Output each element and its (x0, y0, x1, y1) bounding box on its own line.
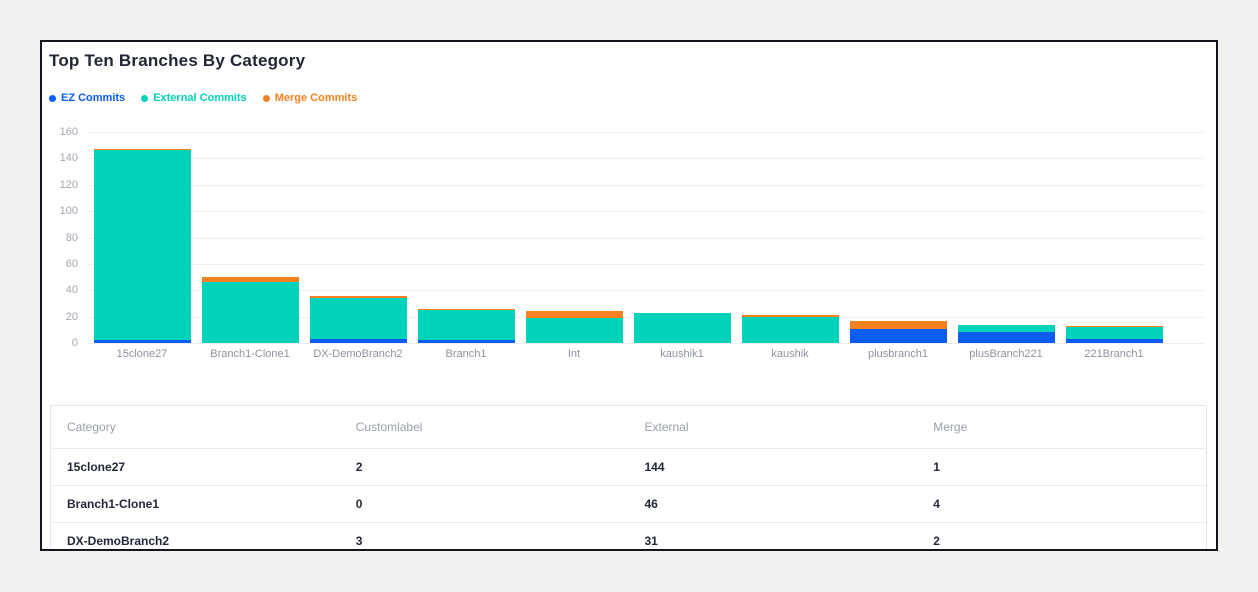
table-cell-value: 1 (917, 448, 1206, 486)
bar-segment-merge-commits[interactable] (741, 315, 839, 317)
gridline (88, 343, 1204, 344)
bar-segment-ez-commits[interactable] (957, 332, 1055, 343)
x-axis-category-label: plusBranch221 (969, 348, 1043, 360)
x-axis-category-label: 221Branch1 (1084, 348, 1144, 360)
gridline (88, 184, 1204, 186)
y-axis-tick-label: 20 (65, 310, 78, 323)
table-body: 15clone27 2 144 1 Branch1-Clone1 0 46 4 DX-DemoB… (51, 448, 1206, 549)
bar-segment-merge-commits[interactable] (1065, 325, 1163, 328)
chart-bars (88, 132, 1168, 343)
legend-dot-icon (141, 94, 149, 102)
bar-segment-merge-commits[interactable] (93, 149, 191, 151)
gridline (88, 211, 1204, 213)
gridline (88, 237, 1204, 239)
y-axis-tick-label: 160 (59, 126, 78, 138)
table-header-row: Category Customlabel External Merge (51, 406, 1206, 449)
bar-segment-merge-commits[interactable] (309, 295, 407, 299)
table-row: DX-DemoBranch2 3 31 2 (51, 522, 1206, 549)
y-axis-tick-label: 120 (59, 178, 78, 191)
legend-label: Merge Commits (274, 92, 358, 104)
bar-kaushik1[interactable] (633, 312, 731, 343)
legend-label: External Commits (153, 92, 247, 104)
x-axis-category-label: plusbranch1 (868, 348, 928, 360)
table-cell-value: 144 (628, 448, 918, 486)
bar-segment-external-commits[interactable] (525, 317, 623, 343)
legend-dot-icon (262, 94, 270, 102)
x-axis-category-label: DX-DemoBranch2 (313, 348, 403, 360)
x-axis-category-label: Branch1-Clone1 (210, 348, 290, 360)
bar-DX-DemoBranch2[interactable] (309, 295, 407, 343)
table-row: 15clone27 2 144 1 (51, 448, 1206, 486)
legend-item-merge-commits[interactable]: Merge Commits (262, 92, 358, 104)
category-table-container: Category Customlabel External Merge 15clone… (50, 405, 1207, 549)
bar-segment-external-commits[interactable] (633, 312, 731, 343)
bar-segment-external-commits[interactable] (1065, 327, 1163, 340)
gridline (88, 132, 1204, 133)
gridline (88, 263, 1204, 265)
bar-segment-ez-commits[interactable] (1065, 339, 1163, 343)
bar-segment-external-commits[interactable] (741, 316, 839, 343)
table-cell-value: 0 (339, 485, 629, 523)
y-axis-tick-label: 80 (65, 231, 78, 244)
bar-segment-ez-commits[interactable] (849, 328, 947, 343)
chart-legend: EZ Commits External Commits Merge Commits (49, 92, 357, 104)
table-cell-value: 31 (644, 533, 658, 548)
bar-Branch1-Clone1[interactable] (201, 277, 299, 343)
bar-segment-external-commits[interactable] (417, 310, 515, 341)
bar-segment-merge-commits[interactable] (417, 308, 515, 311)
y-axis-tick-label: 40 (65, 284, 78, 297)
legend-item-external-commits[interactable]: External Commits (141, 92, 247, 104)
table-header-customlabel: Customlabel (339, 406, 629, 449)
table-cell-value: 46 (628, 485, 918, 523)
bar-segment-external-commits[interactable] (309, 298, 407, 340)
legend-dot-icon (49, 94, 56, 102)
table-cell-value: 2 (339, 448, 629, 486)
table-cell-value: 3 (355, 533, 363, 548)
bar-segment-ez-commits[interactable] (93, 340, 191, 343)
table-cell-value: 2 (933, 533, 940, 548)
chart-widget-card: Top Ten Branches By Category EZ Commits E… (40, 40, 1218, 551)
bar-kaushik[interactable] (741, 315, 839, 343)
x-axis-category-label: kaushik1 (660, 348, 704, 360)
x-axis-category-label: kaushik (771, 348, 809, 360)
bar-segment-ez-commits[interactable] (417, 340, 515, 343)
table-cell-category: DX-DemoBranch2 (67, 533, 170, 548)
table-cell-category: 15clone27 (51, 448, 340, 486)
bar-segment-external-commits[interactable] (93, 150, 191, 341)
gridline (88, 158, 1204, 160)
table-row: Branch1-Clone1 0 46 4 (51, 485, 1206, 523)
x-axis-category-label: Int (567, 348, 581, 360)
bar-segment-external-commits[interactable] (201, 282, 299, 343)
legend-label: EZ Commits (61, 92, 126, 104)
x-axis-category-label: 15clone27 (116, 348, 168, 360)
x-axis-category-label: Branch1 (445, 348, 487, 360)
y-axis-tick-label: 60 (65, 257, 78, 270)
bar-plusBranch221[interactable] (957, 324, 1055, 343)
bar-Branch1[interactable] (417, 308, 515, 343)
bar-segment-external-commits[interactable] (957, 324, 1055, 333)
page-title: Top Ten Branches By Category (49, 51, 306, 70)
category-table: Category Customlabel External Merge 15clone… (51, 406, 1206, 549)
bar-segment-merge-commits[interactable] (525, 311, 623, 318)
table-cell-value: 4 (917, 485, 1206, 523)
bar-segment-ez-commits[interactable] (309, 339, 407, 343)
table-header-external: External (628, 406, 918, 449)
y-axis-tick-label: 100 (59, 205, 78, 218)
bar-plusbranch1[interactable] (849, 320, 947, 343)
table-header-merge: Merge (917, 406, 1206, 449)
bar-segment-merge-commits[interactable] (849, 320, 947, 329)
bar-segment-merge-commits[interactable] (201, 277, 299, 283)
gridline (88, 290, 1204, 292)
y-axis-tick-label: 0 (71, 337, 78, 349)
table-cell-category: Branch1-Clone1 (51, 485, 340, 523)
y-axis-tick-label: 140 (59, 152, 78, 165)
table-header-category: Category (51, 406, 340, 449)
legend-item-ez-commits[interactable]: EZ Commits (49, 92, 125, 104)
bar-Int[interactable] (525, 311, 623, 343)
bar-221Branch1[interactable] (1065, 325, 1163, 343)
bar-15clone27[interactable] (93, 149, 191, 343)
